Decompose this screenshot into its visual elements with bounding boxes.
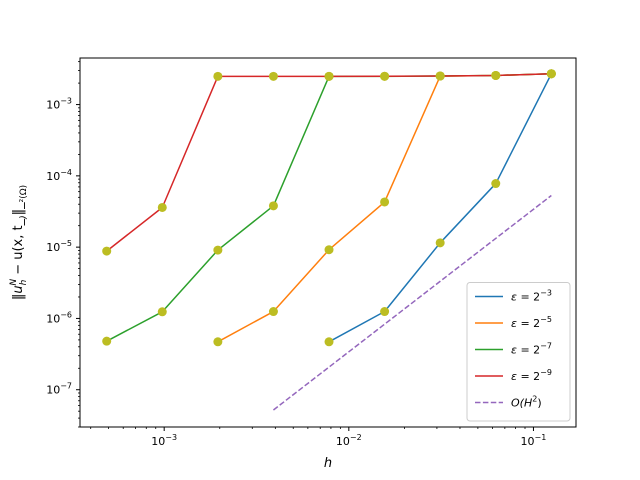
legend-label: O(H2) <box>511 395 542 410</box>
y-tick-label: 10−4 <box>46 168 72 183</box>
data-point <box>157 202 167 212</box>
legend-label: ε = 2−5 <box>511 315 552 330</box>
data-point <box>380 197 390 207</box>
legend-label: ε = 2−3 <box>511 289 552 304</box>
data-point <box>435 71 445 81</box>
data-point <box>213 337 223 347</box>
data-point <box>213 245 223 255</box>
data-point <box>546 69 556 79</box>
data-point <box>268 71 278 81</box>
data-point <box>102 246 112 256</box>
legend: ε = 2−3 ε = 2−5 ε = 2−7 ε = 2−9 O(H2) <box>466 282 571 422</box>
data-point <box>380 307 390 317</box>
y-tick-label: 10−7 <box>46 382 72 397</box>
data-point <box>380 71 390 81</box>
data-point <box>213 71 223 81</box>
ticks-layer: 10−3 10−2 10−1 10−7 10−6 10−5 10−4 10−3 <box>46 61 547 448</box>
x-tick-label: 10−1 <box>521 433 547 448</box>
x-tick-label: 10−3 <box>151 433 177 448</box>
data-point <box>491 70 501 80</box>
legend-box <box>466 282 571 422</box>
data-point <box>268 201 278 211</box>
x-tick-label: 10−2 <box>336 433 362 448</box>
axes-frame <box>79 57 577 428</box>
legend-label: ε = 2−9 <box>511 368 552 383</box>
x-axis-label: h <box>324 456 332 471</box>
data-point <box>324 71 334 81</box>
data-point <box>268 307 278 317</box>
marker-layer <box>102 69 556 347</box>
y-tick-label: 10−3 <box>46 97 72 112</box>
legend-label: ε = 2−7 <box>511 342 552 357</box>
data-point <box>491 179 501 189</box>
data-point <box>324 337 334 347</box>
data-point <box>435 238 445 248</box>
data-point <box>157 307 167 317</box>
y-axis-label: ‖uhN − u(x, t_)‖_²(Ω) <box>9 185 29 300</box>
data-point <box>102 336 112 346</box>
series-line-3 <box>106 72 552 252</box>
y-tick-label: 10−6 <box>46 310 72 325</box>
y-tick-label: 10−5 <box>46 239 72 254</box>
series-line-4 <box>272 194 552 411</box>
data-point <box>324 245 334 255</box>
